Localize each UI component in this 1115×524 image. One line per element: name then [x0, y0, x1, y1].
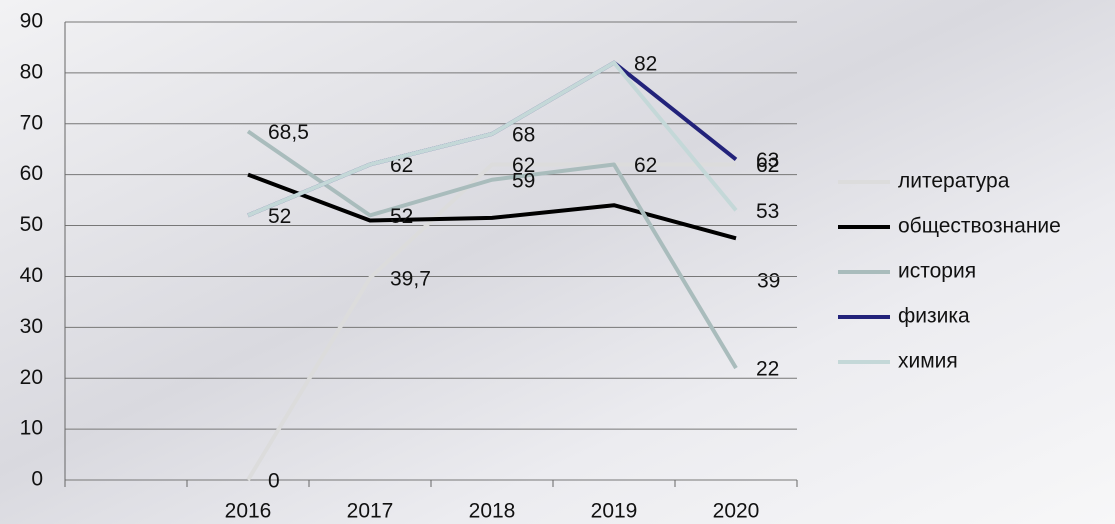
legend-label: литература: [898, 170, 1010, 193]
data-label: 39,7: [390, 268, 431, 291]
y-tick-label: 40: [20, 264, 43, 287]
y-tick-label: 20: [20, 366, 43, 389]
data-label: 63: [756, 149, 779, 172]
x-tick-label: 2017: [347, 500, 394, 523]
y-tick-label: 90: [20, 10, 43, 33]
data-label: 0: [268, 470, 280, 493]
series-line: [246, 129, 738, 370]
y-tick-label: 50: [20, 213, 43, 236]
y-tick-label: 60: [20, 162, 43, 185]
data-label: 62: [634, 154, 657, 177]
x-tick-label: 2020: [713, 500, 760, 523]
series-line: [247, 60, 738, 218]
legend-label: обществознание: [898, 215, 1061, 238]
data-label: 62: [756, 154, 779, 177]
data-label: 52: [268, 205, 291, 228]
data-label: 22: [756, 358, 779, 381]
legend-label: история: [898, 260, 976, 283]
series-line: [246, 162, 736, 482]
legend-label: химия: [898, 350, 958, 373]
legend-label: физика: [898, 305, 970, 328]
data-label: 82: [634, 52, 657, 75]
data-label: 68,5: [268, 121, 309, 144]
data-label: 68: [512, 124, 535, 147]
x-tick-label: 2019: [591, 500, 638, 523]
data-label: 59: [512, 169, 535, 192]
annotation: 39: [757, 270, 780, 293]
x-tick-label: 2018: [469, 500, 516, 523]
data-label: 62: [512, 154, 535, 177]
y-tick-label: 30: [20, 315, 43, 338]
data-label: 53: [756, 200, 779, 223]
y-tick-label: 70: [20, 111, 43, 134]
y-tick-label: 80: [20, 60, 43, 83]
y-tick-label: 10: [20, 417, 43, 440]
series-line: [247, 172, 737, 241]
data-label: 52: [390, 205, 413, 228]
x-tick-label: 2016: [225, 500, 272, 523]
y-tick-label: 0: [31, 468, 43, 491]
